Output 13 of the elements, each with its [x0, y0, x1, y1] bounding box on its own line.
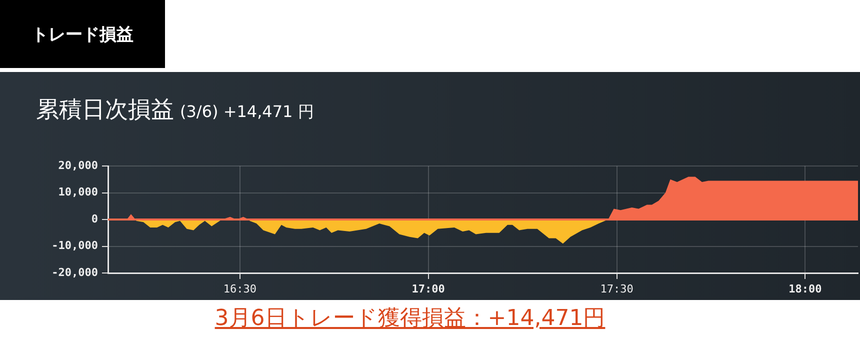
text: 3月6日トレード獲得損益：+14,471円	[214, 305, 606, 333]
y-tick-label: 20,000	[58, 158, 98, 172]
x-tick-label: 17:00	[412, 282, 445, 296]
text: トレード損益	[0, 0, 165, 68]
y-tick-label: -20,000	[52, 266, 98, 279]
x-tick-label: 16:30	[223, 282, 256, 296]
chart-title: 累積日次損益	[36, 97, 174, 123]
y-tick-label: -10,000	[52, 239, 98, 252]
chart-subtitle: (3/6) +14,471 円	[180, 102, 314, 121]
y-tick-label: 0	[91, 212, 98, 226]
x-tick-label: 17:30	[600, 282, 634, 296]
x-tick-label: 18:00	[788, 282, 822, 296]
y-tick-label: 10,000	[58, 186, 98, 199]
